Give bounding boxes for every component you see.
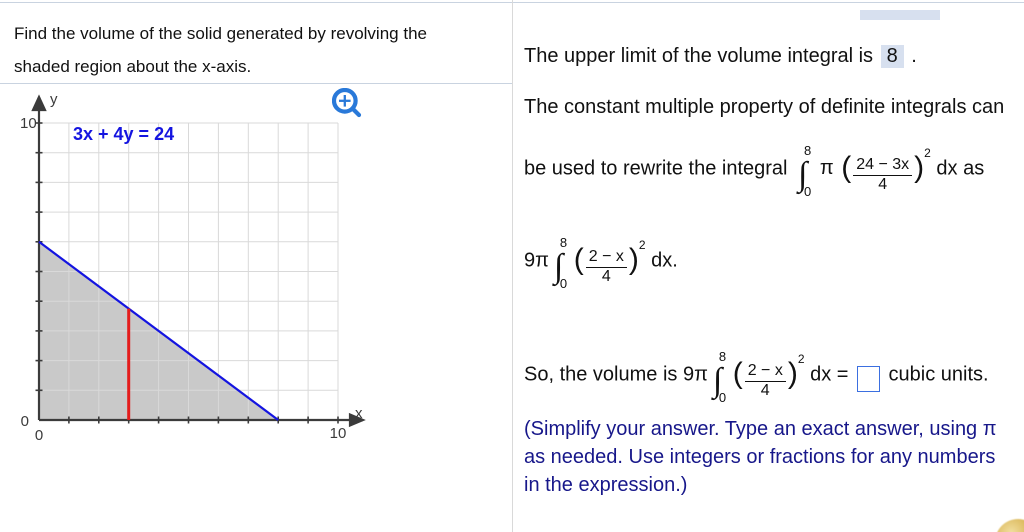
svg-text:y: y	[50, 91, 58, 108]
svg-text:10: 10	[330, 425, 347, 442]
svg-text:0: 0	[21, 413, 29, 430]
svg-text:x: x	[355, 405, 363, 422]
svg-text:3x + 4y = 24: 3x + 4y = 24	[73, 124, 174, 144]
svg-text:0: 0	[35, 427, 43, 444]
svg-text:10: 10	[20, 115, 37, 132]
